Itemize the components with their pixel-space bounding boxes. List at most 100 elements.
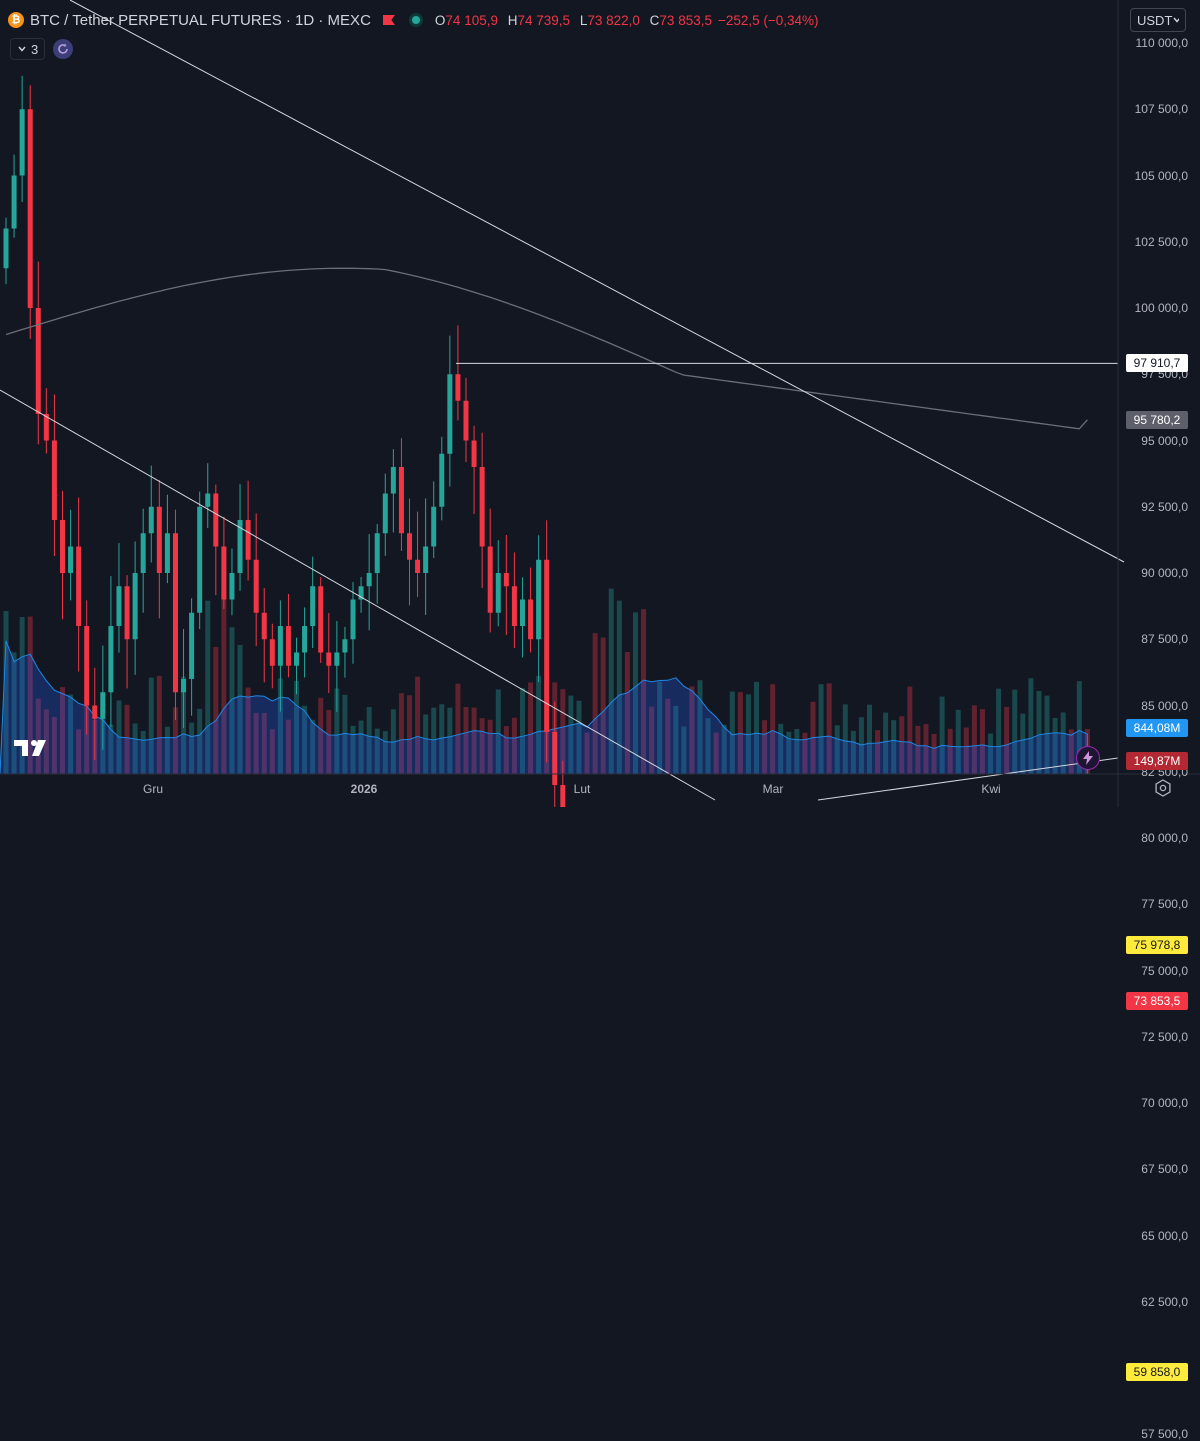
candle — [116, 543, 122, 653]
volume-bar — [108, 724, 114, 774]
candle — [76, 497, 82, 672]
volume-bar — [923, 724, 929, 774]
level-high-tag: 97 910,7 — [1126, 354, 1188, 373]
price-tick: 85 000,0 — [1141, 698, 1188, 713]
candle — [366, 534, 372, 631]
change-value: −252,5 (−0,34%) — [717, 12, 819, 28]
volume-bar — [27, 616, 33, 774]
volume-bar — [519, 688, 525, 774]
trendline-bottom — [817, 757, 1119, 801]
candle — [261, 588, 267, 683]
candle — [479, 432, 485, 588]
volume-bar — [334, 688, 340, 774]
volume-bar — [261, 712, 267, 774]
volume-bar — [834, 725, 840, 774]
volume-bar — [794, 729, 800, 774]
price-tick: 62 500,0 — [1141, 1294, 1188, 1309]
volume-bar — [802, 732, 808, 774]
price-tick: 80 000,0 — [1141, 831, 1188, 845]
candle — [374, 524, 380, 604]
volume-bar — [350, 725, 356, 774]
lightning-icon[interactable] — [1076, 746, 1100, 770]
time-tick: Mar — [762, 782, 784, 796]
candle — [229, 548, 235, 616]
currency-select[interactable]: USDT — [1130, 8, 1186, 32]
candle — [302, 607, 308, 678]
volume-bar — [584, 732, 590, 774]
volume-bar — [132, 723, 138, 774]
volume-bar — [277, 678, 283, 774]
candle — [148, 465, 154, 563]
moving-average-line — [5, 267, 1088, 430]
candle — [277, 600, 283, 712]
volume-bar — [374, 728, 380, 774]
price-tick: 90 000,0 — [1141, 566, 1188, 580]
market-status-icon[interactable] — [408, 13, 423, 27]
symbol-title[interactable]: BTC / Tether PERPETUAL FUTURES · 1D · ME… — [30, 11, 371, 29]
volume-bar — [665, 698, 671, 774]
level-range-high-tag: 75 978,8 — [1126, 935, 1188, 954]
volume-bar — [576, 700, 582, 774]
indicators-toggle-button[interactable]: 3 — [10, 38, 46, 60]
indicator-bar: 3 — [10, 38, 74, 60]
candle — [92, 667, 98, 761]
volume-bar — [931, 733, 937, 774]
candle — [511, 552, 517, 649]
candle — [237, 484, 243, 591]
volume-bar — [915, 725, 921, 774]
flag-icon[interactable] — [382, 15, 395, 25]
candle — [213, 484, 219, 596]
volume-bar — [713, 732, 719, 774]
volume-bar — [842, 704, 848, 774]
last-price-tag: 73 853,5 — [1126, 991, 1188, 1010]
candle — [3, 217, 9, 285]
volume-bar — [988, 733, 994, 774]
time-tick: Gru — [142, 782, 163, 796]
volume-bar — [673, 705, 679, 774]
price-tick: 92 500,0 — [1141, 499, 1188, 514]
price-tick: 57 500,0 — [1141, 1427, 1188, 1441]
volume-bar — [560, 689, 566, 774]
settings-icon[interactable] — [1154, 779, 1172, 797]
volume-bar — [68, 694, 74, 774]
candle — [59, 490, 65, 620]
price-tick: 65 000,0 — [1141, 1228, 1188, 1243]
candle — [27, 85, 33, 339]
volume-bar — [253, 712, 259, 774]
volume-bar — [366, 706, 372, 774]
candle — [318, 577, 324, 664]
volume-bar — [503, 726, 509, 774]
chevron-down-icon — [1173, 17, 1179, 23]
volume-bar — [237, 644, 243, 774]
volume-bar — [866, 704, 872, 774]
ohlc-values: O74 105,9 H74 739,5 L73 822,0 C73 853,5 — [434, 12, 712, 28]
volume-bar — [1060, 712, 1066, 774]
candle — [423, 498, 429, 615]
candle — [189, 598, 195, 716]
candle — [463, 377, 469, 463]
time-tick: Lut — [573, 782, 591, 796]
volume-bar — [35, 698, 41, 774]
candle — [382, 473, 388, 556]
candle — [447, 335, 453, 487]
volume-bar — [479, 718, 485, 774]
volume-bar — [382, 731, 388, 774]
refresh-icon[interactable] — [53, 39, 74, 59]
volume-bar — [463, 706, 469, 774]
price-chart[interactable] — [0, 0, 1200, 807]
candle — [140, 508, 146, 613]
volume-bar — [487, 719, 493, 774]
candle — [326, 613, 332, 694]
candle — [519, 577, 525, 658]
volume-bar — [592, 633, 598, 774]
open-value: 74 105,9 — [445, 12, 498, 28]
volume-bar — [76, 729, 82, 774]
volume-bar — [358, 720, 364, 774]
volume-bar — [875, 730, 881, 774]
volume-bar — [979, 709, 985, 774]
price-tick: 77 500,0 — [1141, 897, 1188, 912]
volume-bar — [431, 707, 437, 774]
candle — [253, 513, 259, 647]
volume-bar — [1036, 690, 1042, 774]
volume-bar — [59, 687, 65, 774]
